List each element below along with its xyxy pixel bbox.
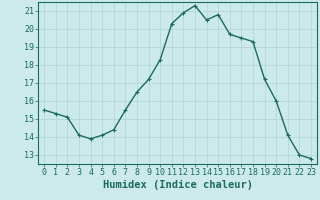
- X-axis label: Humidex (Indice chaleur): Humidex (Indice chaleur): [103, 180, 252, 190]
